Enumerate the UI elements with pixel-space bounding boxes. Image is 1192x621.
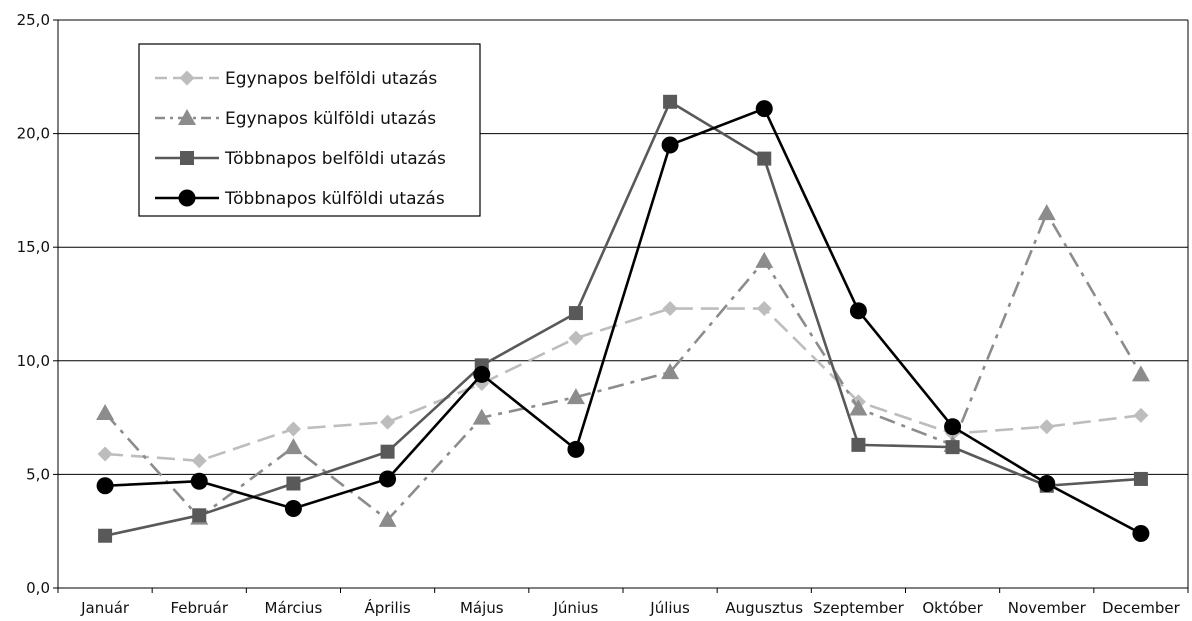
legend-item: Egynapos belföldi utazás xyxy=(155,69,437,89)
legend-label: Többnapos külföldi utazás xyxy=(224,189,445,209)
data-point-triangle xyxy=(1037,204,1056,221)
data-point-triangle xyxy=(566,388,585,405)
data-point-diamond xyxy=(662,301,678,317)
data-point-circle xyxy=(755,100,773,118)
y-tick-label: 10,0 xyxy=(17,352,50,370)
legend-item: Többnapos belföldi utazás xyxy=(155,149,446,169)
x-tick-label: Március xyxy=(265,599,323,617)
legend: Egynapos belföldi utazás Egynapos külföld… xyxy=(138,43,481,217)
y-tick-label: 0,0 xyxy=(26,579,50,597)
legend-marker-circle xyxy=(178,189,196,207)
y-tick-label: 20,0 xyxy=(17,125,50,143)
data-point-diamond xyxy=(380,414,396,430)
data-point-triangle xyxy=(755,251,774,268)
data-point-diamond xyxy=(285,421,301,437)
data-point-triangle xyxy=(378,510,397,527)
data-point-triangle xyxy=(472,408,491,425)
x-tick-label: Augusztus xyxy=(725,599,803,617)
data-point-circle xyxy=(379,470,397,488)
data-point-diamond xyxy=(756,301,772,317)
x-tick-label: Július xyxy=(649,599,690,617)
x-tick-label: Június xyxy=(552,599,598,617)
y-axis-tick-labels: 0,0 5,0 10,0 15,0 20,0 25,0 xyxy=(17,11,50,597)
data-point-diamond xyxy=(1039,419,1055,435)
data-point-diamond xyxy=(1133,407,1149,423)
x-tick-label: Szeptember xyxy=(813,599,905,617)
data-point-circle xyxy=(1038,474,1056,492)
data-point-diamond xyxy=(191,453,207,469)
data-point-triangle xyxy=(1131,365,1150,382)
x-tick-label: Október xyxy=(922,599,983,617)
data-point-square xyxy=(1133,471,1148,486)
x-tick-label: November xyxy=(1008,599,1087,617)
y-tick-label: 15,0 xyxy=(17,238,50,256)
data-point-circle xyxy=(661,136,679,154)
legend-box xyxy=(138,43,481,217)
data-point-diamond xyxy=(97,446,113,462)
data-point-triangle xyxy=(284,438,303,455)
series-line xyxy=(104,100,1142,538)
data-point-triangle xyxy=(661,363,680,380)
series-4 xyxy=(96,100,1150,542)
data-point-square xyxy=(663,94,678,109)
data-point-diamond xyxy=(568,330,584,346)
data-point-circle xyxy=(567,440,585,458)
legend-item: Egynapos külföldi utazás xyxy=(155,109,436,129)
legend-label: Egynapos külföldi utazás xyxy=(225,109,436,129)
data-point-square xyxy=(757,151,772,166)
series-2 xyxy=(96,204,1150,527)
data-point-square xyxy=(192,508,207,523)
x-axis-tick-labels: Január Február Március Április Május Június Jú… xyxy=(80,598,1181,617)
series-line xyxy=(104,211,1143,522)
legend-label: Többnapos belföldi utazás xyxy=(224,149,446,169)
series-lines xyxy=(96,94,1150,543)
data-point-circle xyxy=(190,472,208,490)
data-point-circle xyxy=(1132,524,1150,542)
legend-marker-triangle xyxy=(178,109,196,125)
legend-marker-square xyxy=(180,151,194,165)
data-point-circle xyxy=(96,477,114,495)
data-point-square xyxy=(98,528,113,543)
legend-label: Egynapos belföldi utazás xyxy=(225,69,437,89)
data-point-circle xyxy=(944,418,962,436)
x-tick-label: Május xyxy=(460,599,504,617)
data-point-circle xyxy=(849,302,867,320)
data-point-circle xyxy=(473,365,491,383)
data-point-square xyxy=(380,444,395,459)
series-line xyxy=(105,107,1142,535)
x-tick-label: Április xyxy=(364,598,410,617)
series-1 xyxy=(97,301,1149,469)
legend-marker-diamond xyxy=(179,70,195,86)
data-point-square xyxy=(851,437,866,452)
x-tick-label: Február xyxy=(170,599,228,617)
data-point-square xyxy=(945,440,960,455)
x-tick-label: Január xyxy=(80,599,130,617)
series-3 xyxy=(98,94,1148,543)
data-point-triangle xyxy=(849,399,868,416)
data-point-square xyxy=(568,306,583,321)
legend-item: Többnapos külföldi utazás xyxy=(155,189,445,209)
x-tick-label: December xyxy=(1102,599,1181,617)
axes xyxy=(53,19,1189,593)
data-point-square xyxy=(286,476,301,491)
data-point-triangle xyxy=(96,404,115,421)
y-tick-label: 25,0 xyxy=(17,11,50,29)
data-point-circle xyxy=(284,499,302,517)
y-tick-label: 5,0 xyxy=(26,465,50,483)
